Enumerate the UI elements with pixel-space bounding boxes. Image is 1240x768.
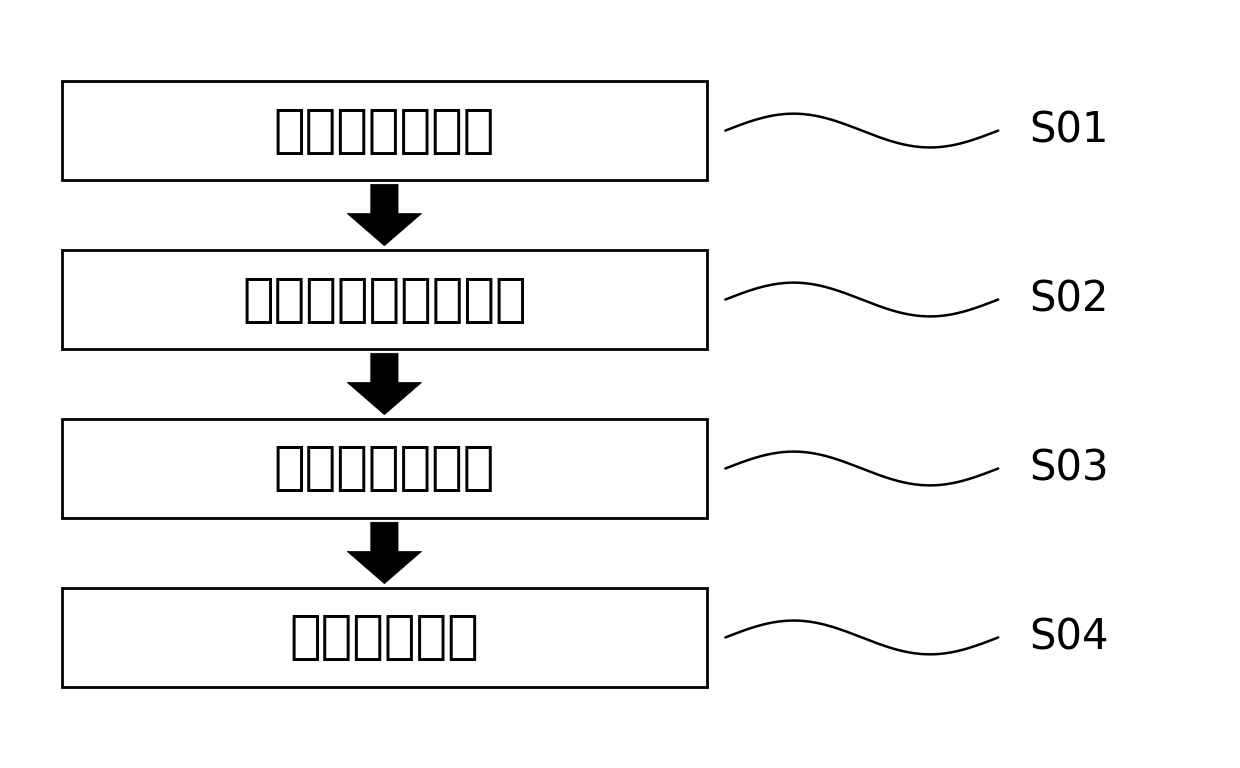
Polygon shape (347, 353, 422, 415)
Bar (62, 588, 707, 687)
Text: S03: S03 (1029, 448, 1109, 489)
Polygon shape (347, 184, 422, 246)
Bar (62, 81, 707, 180)
Text: S04: S04 (1029, 617, 1109, 658)
Text: 制备混合碳材料: 制备混合碳材料 (274, 104, 495, 157)
Text: 组装成全电池: 组装成全电池 (289, 611, 480, 664)
Text: 制备混合碳正负电极: 制备混合碳正负电极 (242, 273, 527, 326)
Bar (62, 419, 707, 518)
Polygon shape (347, 522, 422, 584)
Text: 制备锂盐电解液: 制备锂盐电解液 (274, 442, 495, 495)
Text: S01: S01 (1029, 110, 1109, 151)
Text: S02: S02 (1029, 279, 1109, 320)
Bar (62, 250, 707, 349)
